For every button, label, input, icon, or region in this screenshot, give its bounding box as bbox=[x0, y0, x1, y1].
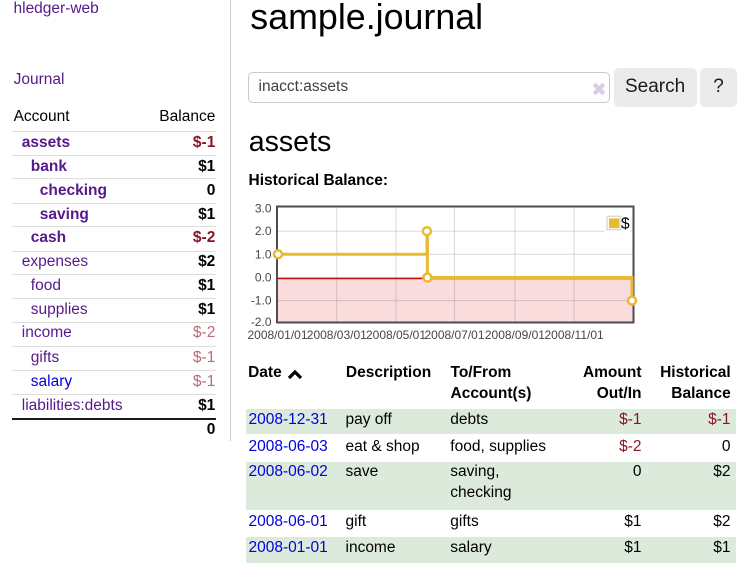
svg-text:1.0: 1.0 bbox=[255, 247, 272, 261]
svg-text:0.0: 0.0 bbox=[255, 271, 272, 285]
svg-text:-1.0: -1.0 bbox=[251, 294, 272, 308]
svg-text:-2.0: -2.0 bbox=[251, 315, 272, 329]
svg-text:2008/01/01: 2008/01/01 bbox=[247, 328, 307, 342]
svg-text:3.0: 3.0 bbox=[255, 202, 272, 216]
svg-text:2008/11/01: 2008/11/01 bbox=[545, 328, 604, 342]
svg-text:2008/03/01: 2008/03/01 bbox=[307, 328, 367, 342]
svg-text:2.0: 2.0 bbox=[255, 224, 272, 238]
svg-text:2008/09/01: 2008/09/01 bbox=[485, 328, 545, 342]
svg-text:2008/07/01: 2008/07/01 bbox=[424, 328, 484, 342]
svg-text:2008/05/01: 2008/05/01 bbox=[366, 328, 426, 342]
svg-text:$: $ bbox=[621, 216, 630, 233]
